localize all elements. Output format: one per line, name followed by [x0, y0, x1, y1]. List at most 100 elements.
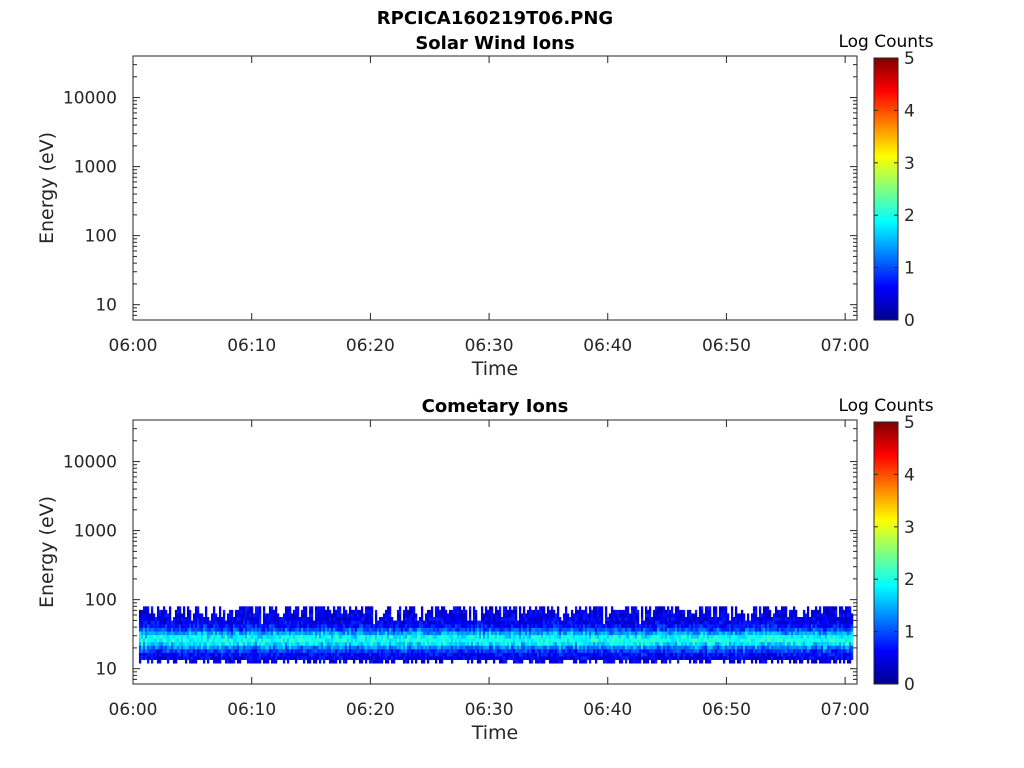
- spectrogram-cell: [370, 613, 374, 618]
- spectrogram-cell: [382, 641, 386, 646]
- spectrogram-cell: [398, 620, 402, 625]
- spectrogram-cell: [178, 613, 182, 618]
- spectrogram-cell: [638, 645, 642, 650]
- spectrogram-cell: [270, 624, 274, 628]
- spectrogram-cell: [706, 613, 710, 618]
- spectrogram-cell: [480, 638, 484, 643]
- spectrogram-cell: [788, 638, 792, 643]
- spectrogram-cell: [366, 641, 370, 646]
- spectrogram-cell: [448, 645, 452, 650]
- spectrogram-cell: [794, 652, 798, 657]
- spectrogram-cell: [590, 609, 594, 614]
- spectrogram-cell: [488, 617, 492, 621]
- spectrogram-cell: [788, 620, 792, 625]
- spectrogram-cell: [358, 641, 362, 646]
- spectrogram-cell: [198, 641, 202, 646]
- spectrogram-cell: [652, 627, 656, 632]
- spectrogram-cell: [514, 613, 518, 618]
- spectrogram-cell: [426, 652, 430, 657]
- spectrogram-cell: [314, 631, 318, 636]
- spectrogram-cell: [334, 638, 338, 643]
- spectrogram-cell: [796, 656, 800, 660]
- spectrogram-cell: [428, 656, 432, 660]
- spectrogram-cell: [234, 656, 238, 660]
- spectrogram-cell: [632, 627, 636, 632]
- spectrogram-cell: [390, 656, 394, 660]
- spectrogram-cell: [608, 627, 612, 632]
- spectrogram-cell: [486, 624, 490, 628]
- spectrogram-cell: [718, 613, 722, 618]
- spectrogram-cell: [198, 652, 202, 657]
- spectrogram-cell: [634, 609, 638, 614]
- spectrogram-cell: [284, 652, 288, 657]
- spectrogram-cell: [466, 634, 470, 639]
- spectrogram-cell: [208, 634, 212, 639]
- spectrogram-cell: [444, 638, 448, 643]
- spectrogram-cell: [410, 656, 414, 660]
- spectrogram-cell: [514, 652, 518, 657]
- spectrogram-cell: [474, 627, 478, 632]
- spectrogram-cell: [204, 634, 208, 639]
- spectrogram-cell: [714, 624, 718, 628]
- spectrogram-cell: [714, 645, 718, 650]
- spectrogram-cell: [212, 624, 216, 628]
- spectrogram-cell: [568, 638, 572, 643]
- spectrogram-cell: [504, 613, 508, 618]
- spectrogram-cell: [432, 624, 436, 628]
- spectrogram-cell: [238, 631, 242, 636]
- spectrogram-cell: [508, 627, 512, 632]
- spectrogram-cell: [190, 645, 194, 650]
- spectrogram-cell: [142, 656, 146, 660]
- spectrogram-cell: [364, 631, 368, 636]
- spectrogram-cell: [434, 645, 438, 650]
- spectrogram-cell: [332, 656, 336, 660]
- spectrogram-cell: [306, 631, 310, 636]
- spectrogram-cell: [506, 613, 510, 618]
- spectrogram-cell: [600, 634, 604, 639]
- spectrogram-cell: [400, 638, 404, 643]
- spectrogram-cell: [744, 634, 748, 639]
- spectrogram-cell: [496, 613, 500, 618]
- spectrogram-cell: [596, 624, 600, 628]
- spectrogram-cell: [524, 656, 528, 660]
- spectrogram-cell: [796, 641, 800, 646]
- spectrogram-cell: [292, 641, 296, 646]
- spectrogram-cell: [440, 624, 444, 628]
- spectrogram-cell: [628, 648, 632, 653]
- spectrogram-cell: [656, 606, 660, 611]
- spectrogram-cell: [782, 652, 786, 657]
- spectrogram-cell: [632, 617, 636, 621]
- spectrogram-cell: [776, 634, 780, 639]
- spectrogram-cell: [648, 648, 652, 653]
- spectrogram-cell: [518, 627, 522, 632]
- spectrogram-cell: [428, 627, 432, 632]
- spectrogram-cell: [544, 620, 548, 625]
- spectrogram-cell: [408, 627, 412, 632]
- spectrogram-cell: [158, 648, 162, 653]
- spectrogram-cell: [666, 648, 670, 653]
- spectrogram-cell: [612, 634, 616, 639]
- spectrogram-cell: [530, 624, 534, 628]
- spectrogram-cell: [166, 659, 170, 664]
- spectrogram-cell: [218, 613, 222, 618]
- spectrogram-cell: [654, 659, 658, 664]
- spectrogram-cell: [452, 641, 456, 646]
- spectrogram-cell: [712, 627, 716, 632]
- spectrogram-cell: [348, 638, 352, 643]
- spectrogram-cell: [348, 631, 352, 636]
- spectrogram-cell: [678, 617, 682, 621]
- spectrogram-cell: [560, 652, 564, 657]
- spectrogram-cell: [754, 641, 758, 646]
- spectrogram-cell: [450, 624, 454, 628]
- spectrogram-cell: [586, 652, 590, 657]
- spectrogram-cell: [500, 638, 504, 643]
- spectrogram-cell: [328, 641, 332, 646]
- spectrogram-cell: [492, 631, 496, 636]
- spectrogram-cell: [802, 620, 806, 625]
- spectrogram-cell: [630, 652, 634, 657]
- spectrogram-cell: [148, 627, 152, 632]
- spectrogram-cell: [182, 648, 186, 653]
- spectrogram-cell: [322, 648, 326, 653]
- spectrogram-cell: [674, 631, 678, 636]
- spectrogram-cell: [354, 613, 358, 618]
